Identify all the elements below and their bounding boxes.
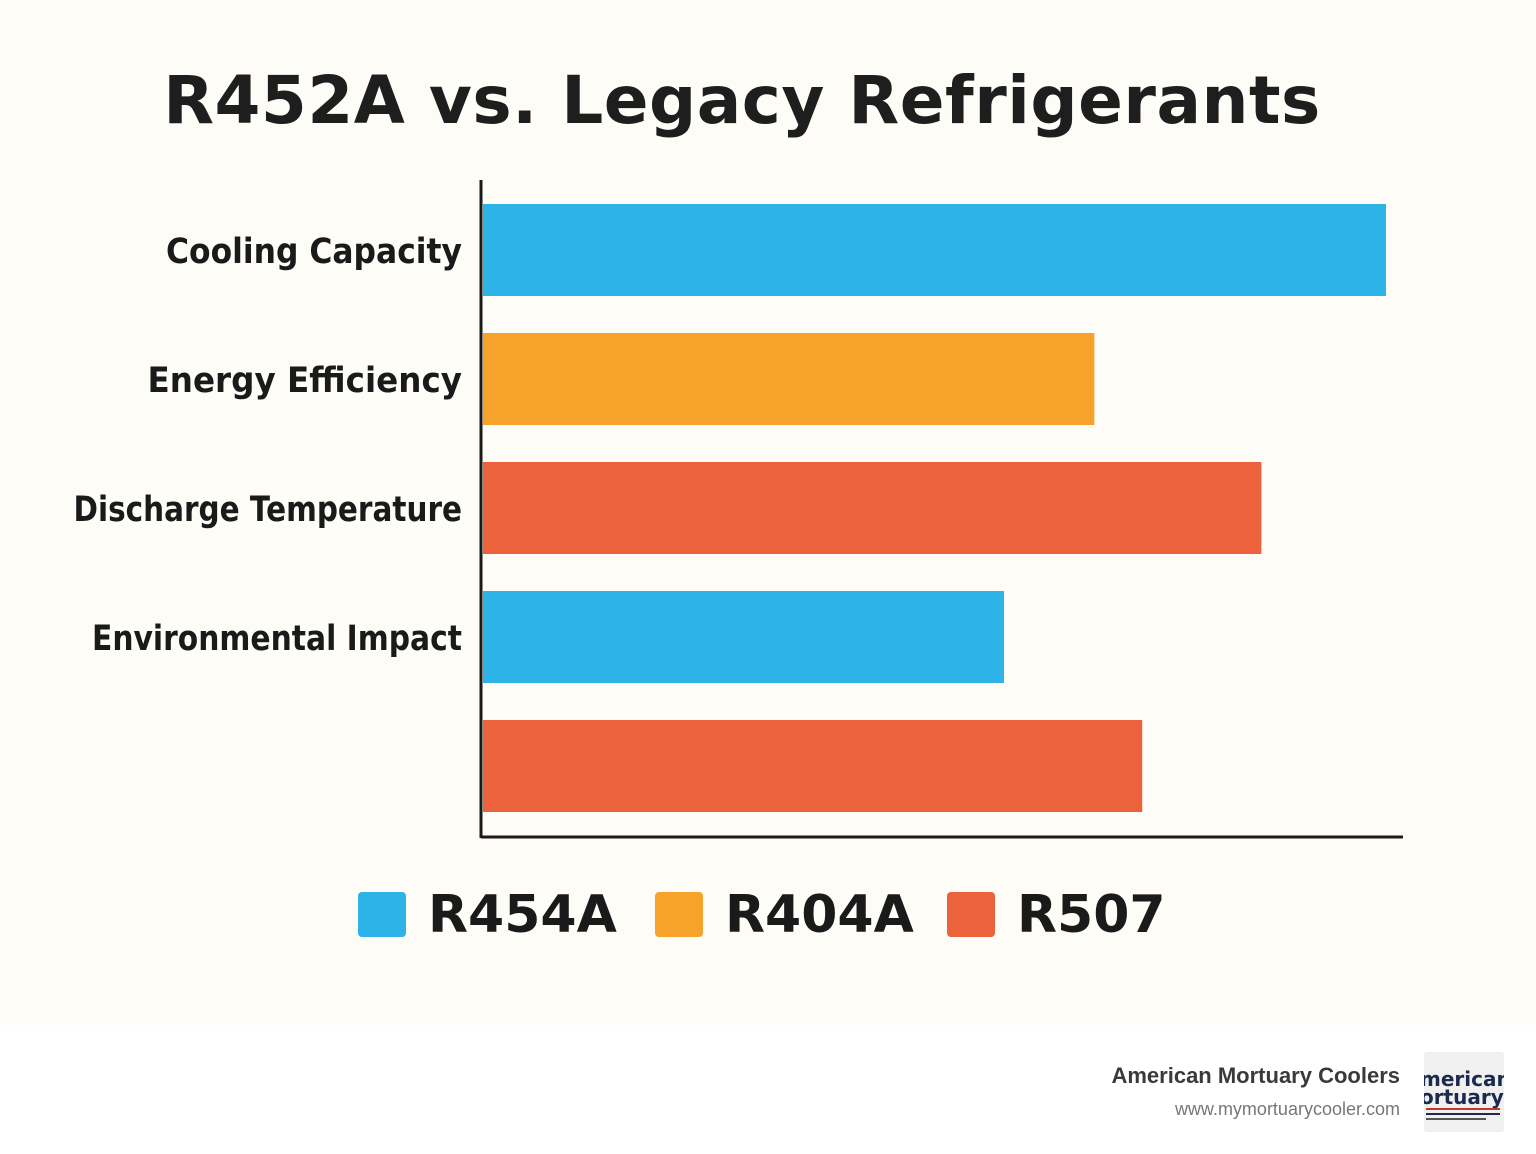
svg-text:ortuary: ortuary — [1424, 1085, 1504, 1109]
bar-4-r454a — [483, 591, 1005, 683]
logo-graphic: merican ortuary — [1424, 1067, 1504, 1120]
footer-brand-name: American Mortuary Coolers — [1111, 1063, 1400, 1088]
brand-logo: merican ortuary — [1424, 1052, 1504, 1132]
bar-2-r404a — [483, 333, 1095, 425]
legend-swatch-r454a — [358, 892, 406, 937]
category-label-1: Cooling Capacity — [166, 232, 462, 272]
legend-label-r454a: R454A — [428, 885, 617, 945]
category-label-3: Discharge Temperature — [74, 490, 463, 530]
legend: R454A R404A R507 — [358, 885, 1166, 945]
svg-text:merican: merican — [1424, 1067, 1504, 1091]
bar-1-r454a — [483, 204, 1386, 296]
chart-area: R452A vs. Legacy Refrigerants Cooling Ca… — [73, 62, 1403, 945]
category-label-4: Environmental Impact — [92, 619, 462, 659]
legend-swatch-r404a — [655, 892, 703, 937]
chart-title: R452A vs. Legacy Refrigerants — [163, 62, 1321, 139]
bar-chart: Cooling Capacity Energy Efficiency Dischar… — [74, 180, 1403, 945]
footer — [0, 1025, 1536, 1154]
legend-label-r404a: R404A — [725, 885, 914, 945]
footer-url[interactable]: www.mymortuarycooler.com — [1174, 1099, 1400, 1119]
legend-label-r507: R507 — [1017, 885, 1166, 945]
category-label-2: Energy Efficiency — [148, 361, 463, 401]
bar-3-r507 — [483, 462, 1262, 554]
legend-swatch-r507 — [947, 892, 995, 937]
bar-5-r507 — [483, 720, 1143, 812]
